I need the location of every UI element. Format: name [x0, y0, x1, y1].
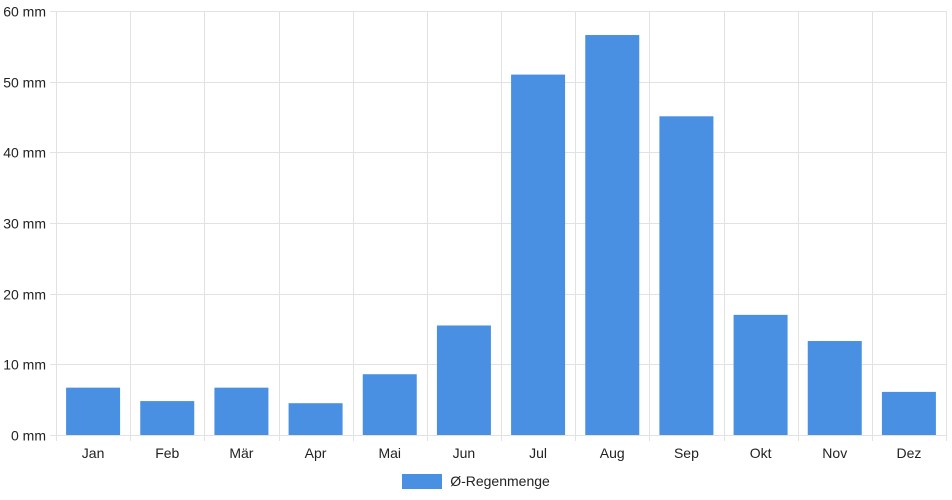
y-tick-label: 10 mm	[3, 357, 46, 373]
x-tick-label: Jul	[529, 445, 547, 461]
bar-feb[interactable]	[140, 401, 195, 435]
bar-mai[interactable]	[362, 374, 417, 435]
y-tick-label: 0 mm	[11, 428, 46, 444]
legend-swatch	[402, 473, 443, 489]
bar-jun[interactable]	[436, 325, 491, 435]
x-tick-label: Feb	[155, 445, 179, 461]
legend-label: Ø-Regenmenge	[450, 473, 550, 489]
legend[interactable]: Ø-Regenmenge	[0, 473, 952, 489]
x-axis-ticks: Jan Feb Mär Apr Mai Jun Jul Aug Sep Okt Nov Dez	[82, 445, 922, 461]
y-tick-label: 30 mm	[3, 216, 46, 232]
x-tick-label: Nov	[822, 445, 847, 461]
x-tick-label: Aug	[600, 445, 625, 461]
bars	[66, 35, 936, 435]
bar-dez[interactable]	[881, 391, 936, 435]
x-tick-label: Dez	[896, 445, 921, 461]
bar-jul[interactable]	[511, 74, 566, 435]
bar-jan[interactable]	[66, 387, 121, 435]
y-tick-label: 50 mm	[3, 75, 46, 91]
y-tick-label: 20 mm	[3, 287, 46, 303]
x-tick-label: Apr	[305, 445, 327, 461]
bar-aug[interactable]	[585, 35, 640, 435]
bar-mär[interactable]	[214, 387, 269, 435]
x-tick-label: Okt	[750, 445, 772, 461]
y-tick-label: 40 mm	[3, 145, 46, 161]
x-tick-label: Jun	[453, 445, 476, 461]
y-tick-label: 60 mm	[3, 4, 46, 20]
bar-sep[interactable]	[659, 116, 714, 435]
x-tick-label: Mär	[229, 445, 253, 461]
bar-nov[interactable]	[807, 341, 862, 435]
bar-apr[interactable]	[288, 403, 343, 435]
x-tick-label: Jan	[82, 445, 105, 461]
x-tick-label: Mai	[378, 445, 401, 461]
bar-okt[interactable]	[733, 314, 788, 435]
grid-lines	[50, 11, 947, 441]
y-axis-ticks: 0 mm 10 mm 20 mm 30 mm 40 mm 50 mm 60 mm	[3, 4, 46, 444]
x-tick-label: Sep	[674, 445, 699, 461]
